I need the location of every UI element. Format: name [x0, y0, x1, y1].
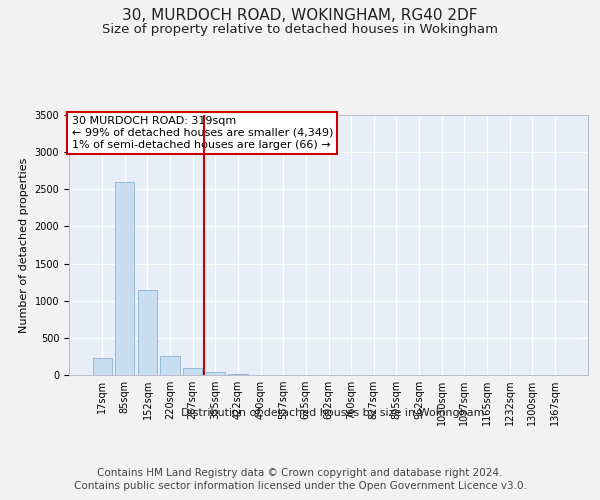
Text: Contains HM Land Registry data © Crown copyright and database right 2024.: Contains HM Land Registry data © Crown c…: [97, 468, 503, 477]
Bar: [229, 374, 248, 375]
Text: Size of property relative to detached houses in Wokingham: Size of property relative to detached ho…: [102, 22, 498, 36]
Bar: [115, 182, 134, 375]
Text: 30, MURDOCH ROAD, WOKINGHAM, RG40 2DF: 30, MURDOCH ROAD, WOKINGHAM, RG40 2DF: [122, 8, 478, 22]
Bar: [160, 356, 180, 375]
Text: Distribution of detached houses by size in Wokingham: Distribution of detached houses by size …: [181, 408, 485, 418]
Text: 30 MURDOCH ROAD: 319sqm
← 99% of detached houses are smaller (4,349)
1% of semi-: 30 MURDOCH ROAD: 319sqm ← 99% of detache…: [71, 116, 333, 150]
Bar: [92, 358, 112, 375]
Y-axis label: Number of detached properties: Number of detached properties: [19, 158, 29, 332]
Bar: [206, 372, 225, 375]
Text: Contains public sector information licensed under the Open Government Licence v3: Contains public sector information licen…: [74, 481, 526, 491]
Bar: [138, 290, 157, 375]
Bar: [183, 368, 202, 375]
